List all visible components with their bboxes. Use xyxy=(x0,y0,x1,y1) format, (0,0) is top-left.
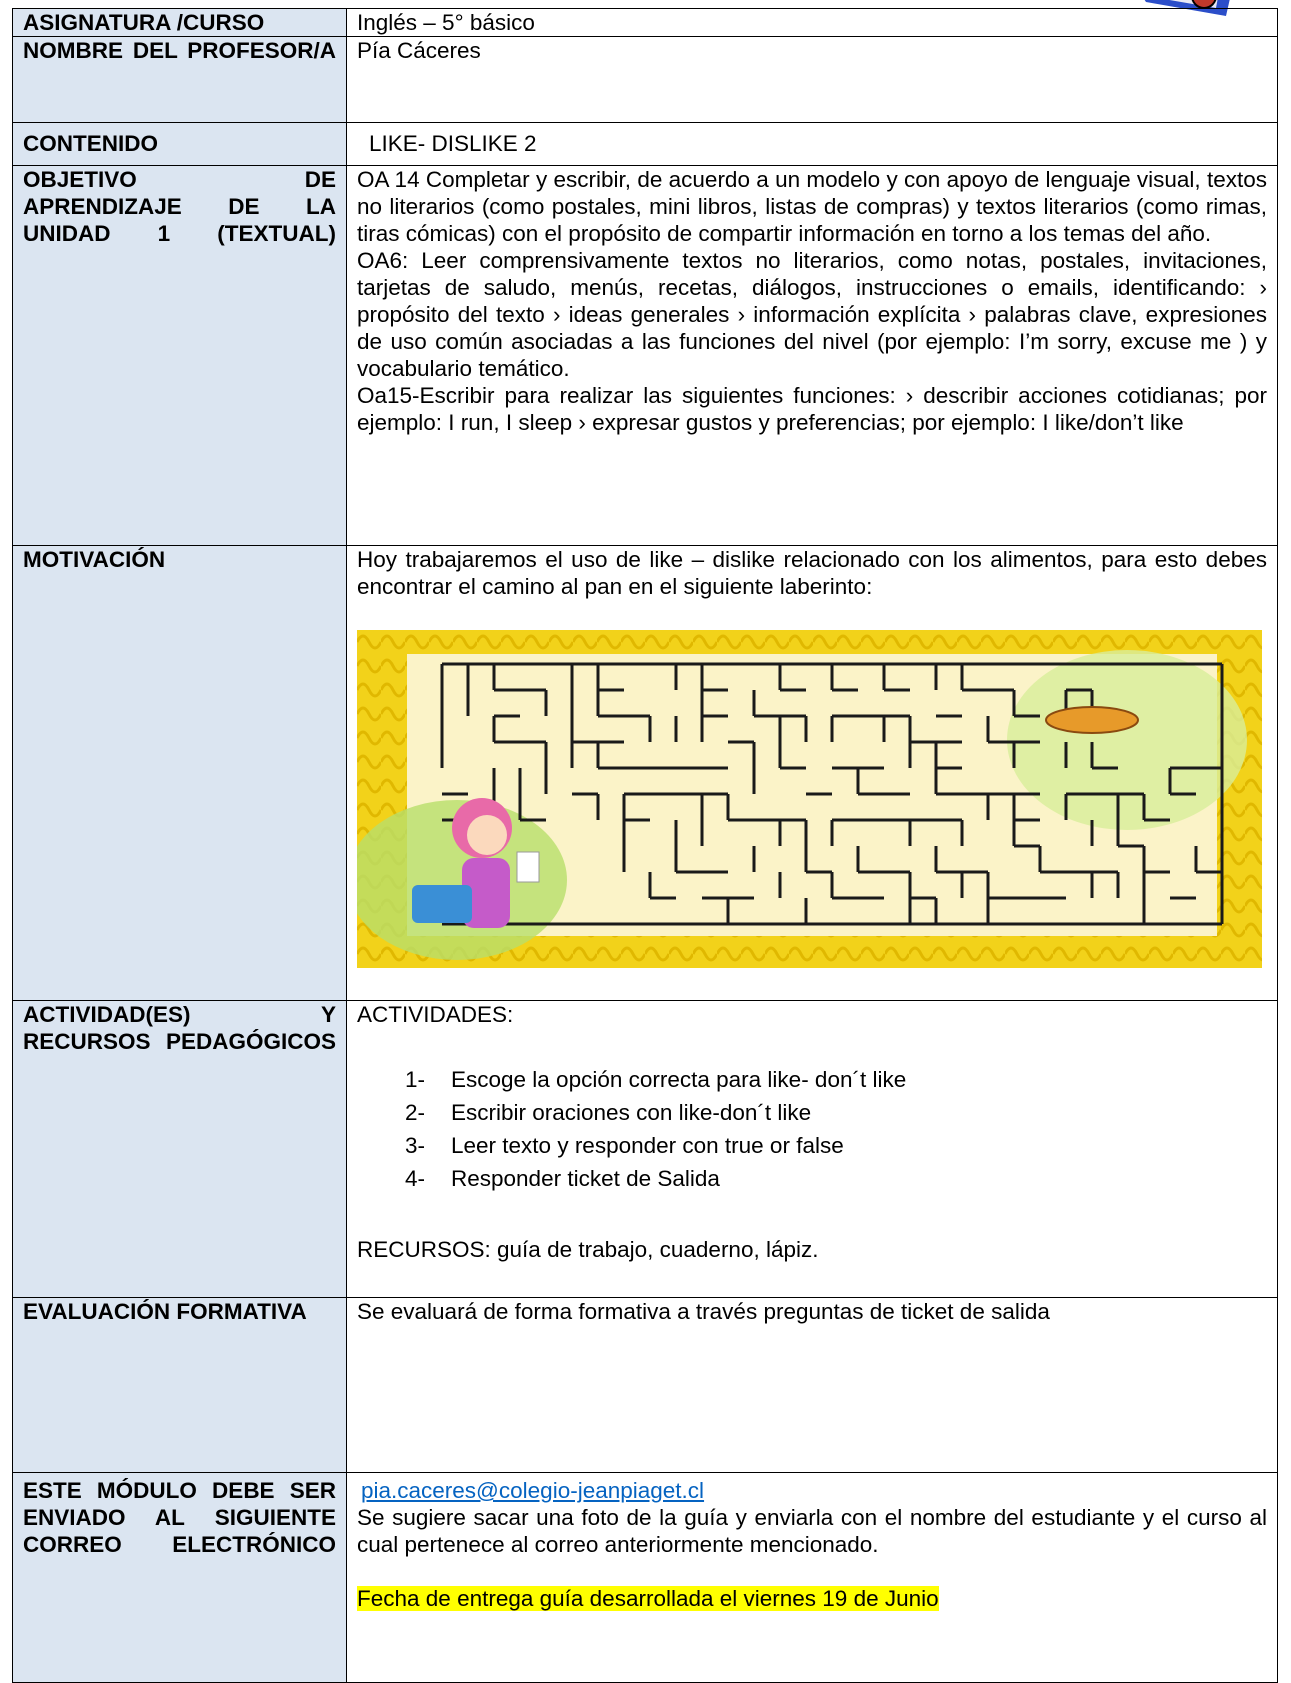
activity: 2- Escribir oraciones con like-don´t like xyxy=(405,1099,1267,1126)
row: OBJETIVO DE APRENDIZAJE DE LA UNIDAD 1 (… xyxy=(12,165,1278,546)
deadline: Fecha de entrega guía desarrollada el vi… xyxy=(357,1586,939,1611)
row: ACTIVIDAD(ES) Y RECURSOS PEDAGÓGICOS ACT… xyxy=(12,1000,1278,1298)
value: LIKE- DISLIKE 2 xyxy=(346,122,1278,166)
activity-text: Responder ticket de Salida xyxy=(451,1166,720,1191)
value: OA 14 Completar y escribir, de acuerdo a… xyxy=(346,165,1278,546)
activity: 3- Leer texto y responder con true or fal… xyxy=(405,1132,1267,1159)
value: ACTIVIDADES: 1- Escoge la opción correcta… xyxy=(346,1000,1278,1298)
paragraph: Oa15-Escribir para realizar las siguient… xyxy=(357,383,1267,435)
marker: 1- xyxy=(405,1067,426,1092)
row: EVALUACIÓN FORMATIVA Se evaluará de form… xyxy=(12,1297,1278,1473)
label: OBJETIVO DE APRENDIZAJE DE LA UNIDAD 1 (… xyxy=(12,165,347,546)
activity-text: Escribir oraciones con like-don´t like xyxy=(451,1100,812,1125)
paragraph: Se sugiere sacar una foto de la guía y e… xyxy=(357,1505,1267,1557)
girl xyxy=(412,798,540,928)
paragraph: Hoy trabajaremos el uso de like – dislik… xyxy=(357,547,1267,599)
row: ESTE MÓDULO DEBE SER ENVIADO AL SIGUIENT… xyxy=(12,1472,1278,1683)
email-link[interactable]: pia.caceres@colegio-jeanpiaget.cl xyxy=(361,1478,705,1503)
value: Se evaluará de forma formativa a través … xyxy=(346,1297,1278,1473)
page: Guía html, body { margin: 0; padding: 0;… xyxy=(12,0,1278,1683)
paragraph: OA 14 Completar y escribir, de acuerdo a… xyxy=(357,167,1267,246)
label: EVALUACIÓN FORMATIVA xyxy=(12,1297,347,1473)
value: pia.caceres@colegio-jeanpiaget.cl Se sug… xyxy=(346,1472,1278,1683)
activity-list: 1- Escoge la opción correcta para like- d… xyxy=(357,1066,1267,1192)
maze-image xyxy=(357,630,1262,968)
heading: ACTIVIDADES: xyxy=(357,1002,514,1027)
label: ASIGNATURA /CURSO xyxy=(12,8,347,37)
marker: 4- xyxy=(405,1166,426,1191)
marker: 2- xyxy=(405,1100,426,1125)
label: MOTIVACIÓN xyxy=(12,545,347,1001)
value: Pía Cáceres xyxy=(346,36,1278,123)
row: CONTENIDO LIKE- DISLIKE 2 xyxy=(12,122,1278,166)
resources: RECURSOS: guía de trabajo, cuaderno, láp… xyxy=(357,1237,819,1262)
row: MOTIVACIÓN Hoy trabajaremos el uso de li… xyxy=(12,545,1278,1001)
activity-text: Escoge la opción correcta para like- don… xyxy=(451,1067,907,1092)
activity-text: Leer texto y responder con true or false xyxy=(451,1133,844,1158)
row: NOMBRE DEL PROFESOR/A Pía Cáceres xyxy=(12,36,1278,123)
label: ESTE MÓDULO DEBE SER ENVIADO AL SIGUIENT… xyxy=(12,1472,347,1683)
label: CONTENIDO xyxy=(12,122,347,166)
marker: 3- xyxy=(405,1133,426,1158)
value: Hoy trabajaremos el uso de like – dislik… xyxy=(346,545,1278,1001)
activity: 1- Escoge la opción correcta para like- d… xyxy=(405,1066,1267,1093)
row: ASIGNATURA /CURSO Inglés – 5° básico xyxy=(12,8,1278,37)
label: ACTIVIDAD(ES) Y RECURSOS PEDAGÓGICOS xyxy=(12,1000,347,1298)
lesson-table: ASIGNATURA /CURSO Inglés – 5° básico NOM… xyxy=(12,8,1278,1683)
value: Inglés – 5° básico xyxy=(346,8,1278,37)
paragraph: OA6: Leer comprensivamente textos no lit… xyxy=(357,248,1267,381)
label: NOMBRE DEL PROFESOR/A xyxy=(12,36,347,123)
activity: 4- Responder ticket de Salida xyxy=(405,1165,1267,1192)
page-body: {"table": {"rows": [ {"label": "ASIGNATU… xyxy=(12,0,1278,1683)
